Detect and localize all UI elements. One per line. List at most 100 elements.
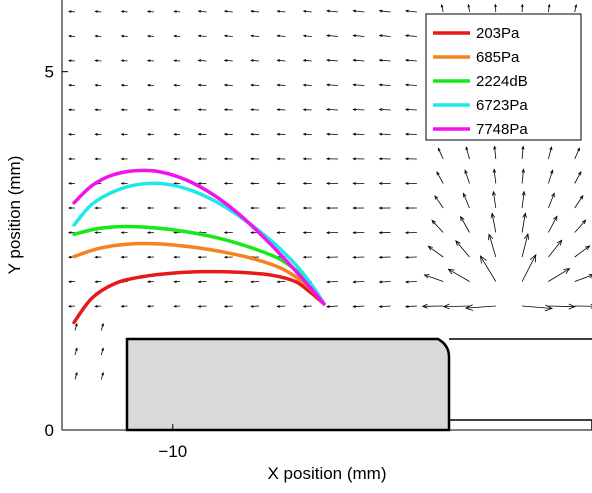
vector-arrow [146,280,154,284]
vector-arrow [302,83,312,87]
vector-arrow [223,255,233,259]
vector-arrow [548,169,554,184]
vector-arrow [378,157,391,161]
vector-arrow [94,83,102,87]
vector-arrow [302,108,312,112]
vector-arrow [250,10,260,13]
vector-arrow [173,108,181,112]
vector-arrow [325,108,339,111]
y-axis-label: Y position (mm) [5,156,24,275]
vector-arrow [548,192,555,209]
vector-arrow [404,305,417,308]
series-line-6723Pa [72,181,326,306]
vector-arrow [146,133,154,136]
vector-arrow [146,34,154,38]
vector-arrow [442,303,470,310]
vector-arrow [352,9,365,13]
vector-arrow [465,146,470,160]
vector-arrow [404,157,417,161]
vector-arrow [276,305,286,308]
vector-arrow [120,34,128,38]
vector-arrow [467,3,471,13]
vector-arrow [431,219,444,233]
vector-arrow [223,34,233,38]
vector-arrow [378,181,391,185]
vector-arrow [302,231,312,234]
vector-arrow [404,9,417,13]
series-line-2224dB [72,224,326,306]
nozzle-body [125,337,451,432]
vector-arrow [423,274,444,282]
vector-arrow [250,132,260,136]
vector-arrow [488,233,497,258]
vector-arrow [302,34,312,38]
vector-arrow [250,34,260,38]
vector-arrow [464,304,496,311]
vector-arrow [223,10,233,13]
vector-arrow [352,83,365,87]
vector-arrow [302,255,312,259]
vector-arrow [223,108,233,112]
vector-arrow [250,108,260,112]
vector-arrow [574,273,592,282]
vector-arrow [120,10,128,13]
vector-arrow [250,157,260,161]
vector-arrow [352,34,365,38]
vector-arrow [574,3,578,13]
vector-arrow [436,171,444,184]
vector-arrow [146,231,154,234]
vector-arrow [120,255,128,259]
vector-arrow [378,231,391,235]
vector-arrow [494,3,497,13]
legend-label: 685Pa [476,49,520,66]
vector-arrow [250,206,260,210]
vector-arrow [447,268,470,282]
vector-arrow [94,157,102,161]
vector-arrow [522,304,554,312]
vector-arrow [521,168,525,184]
vector-arrow [404,58,417,62]
vector-arrow [479,255,497,282]
legend-label: 6723Pa [476,97,528,114]
vector-arrow [352,108,365,111]
vector-arrow [352,181,365,185]
x-tick-label: −10 [158,442,187,461]
vector-arrow [547,3,551,13]
vector-arrow [276,231,286,234]
vector-arrow [94,255,102,259]
vector-arrow [74,347,78,356]
vector-arrow [378,83,391,87]
vector-arrow [434,195,444,209]
vector-arrow [548,239,563,258]
vector-arrow [491,190,497,209]
vector-arrow [378,206,391,210]
vector-arrow [173,206,181,210]
vector-arrow [463,192,470,209]
vector-arrow [404,83,417,87]
vector-arrow [146,83,154,87]
vector-arrow [94,34,102,38]
vector-arrow [120,182,128,185]
y-tick-label: 0 [45,421,54,440]
vector-arrow [250,305,260,308]
vector-arrow [197,255,207,259]
vector-arrow [223,182,233,185]
vector-arrow [548,268,571,282]
axis-ticks: 0 5 −10 [45,63,188,461]
vector-arrow [521,212,527,233]
vector-arrow [223,59,233,62]
vector-arrow [427,245,444,258]
vector-arrow [437,147,444,160]
vector-arrow [100,322,104,331]
vector-arrow [173,280,181,284]
vector-arrow [197,182,207,185]
vector-arrow [521,253,537,282]
vector-arrow [276,108,286,112]
vector-arrow [94,108,102,112]
legend-box [425,13,582,141]
vector-arrow [302,157,312,161]
vector-arrow [197,157,207,161]
vector-arrow [404,206,417,210]
vector-arrow [250,59,260,62]
vector-arrow [378,108,391,111]
